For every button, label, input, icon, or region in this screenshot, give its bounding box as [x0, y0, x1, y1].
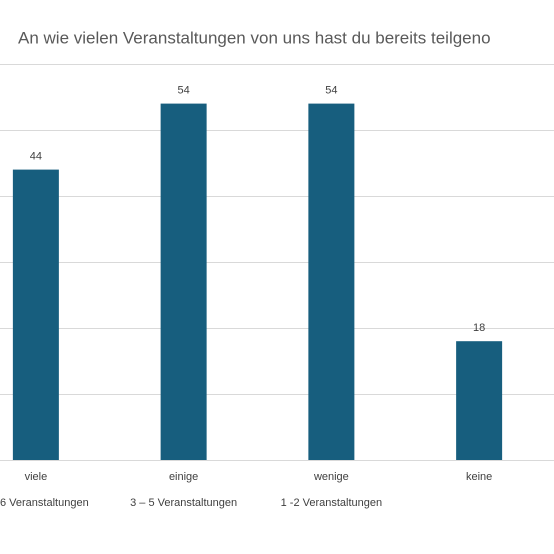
x-tick-label: einige	[169, 471, 198, 483]
x-subcategory-label: 6 Veranstaltungen	[0, 497, 89, 509]
x-tick-label: keine	[466, 471, 492, 483]
data-label: 54	[178, 85, 190, 97]
data-label: 54	[325, 85, 337, 97]
bar	[12, 169, 59, 460]
x-subcategory-label: 1 -2 Veranstaltungen	[281, 497, 383, 509]
bar	[160, 103, 207, 460]
x-tick-label: wenige	[313, 471, 349, 483]
data-label: 44	[30, 151, 42, 163]
bar	[308, 103, 355, 460]
data-label: 18	[473, 322, 485, 334]
x-tick-label: viele	[25, 471, 48, 483]
bar	[456, 341, 503, 460]
chart-title: An wie vielen Veranstaltungen von uns ha…	[18, 28, 491, 47]
x-subcategory-label: 3 – 5 Veranstaltungen	[130, 497, 237, 509]
